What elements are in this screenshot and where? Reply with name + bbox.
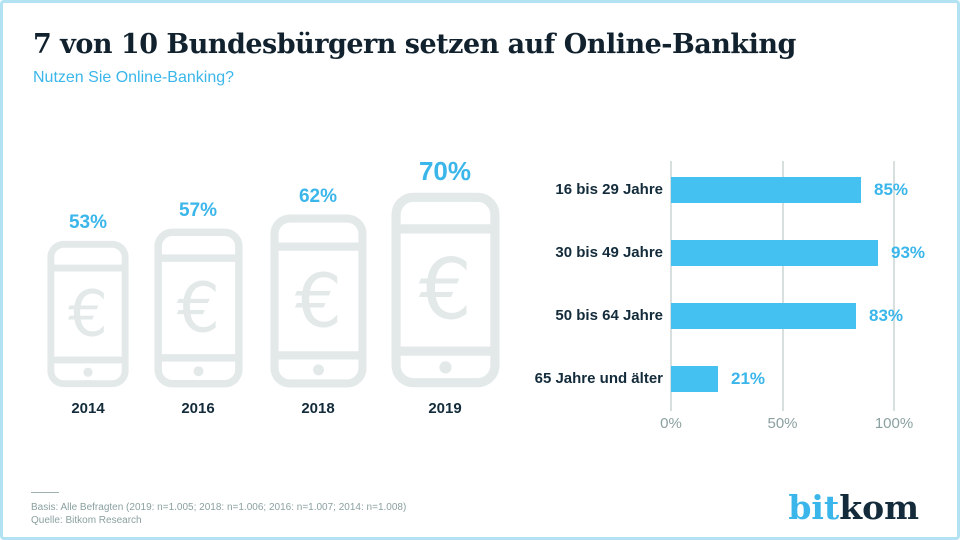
bar-category-label: 30 bis 49 Jahre bbox=[555, 244, 663, 261]
smartphone-euro-icon: € bbox=[269, 214, 367, 388]
phone-value-label: 62% bbox=[298, 186, 338, 207]
smartphone-euro-icon: € bbox=[153, 228, 243, 388]
bar-category-label: 65 Jahre und älter bbox=[534, 370, 663, 387]
smartphone-euro-icon: € bbox=[47, 240, 129, 388]
phone-category-label: 2014 bbox=[71, 400, 105, 417]
bar bbox=[671, 240, 878, 266]
axis-tick-label: 100% bbox=[874, 415, 914, 432]
bar-value-label: 93% bbox=[891, 243, 926, 262]
page-title: 7 von 10 Bundesbürgern setzen auf Online… bbox=[33, 29, 796, 60]
axis-tick-label: 50% bbox=[767, 415, 798, 432]
bar bbox=[671, 366, 718, 392]
phone-category-label: 2018 bbox=[301, 400, 335, 417]
phone-value-label: 70% bbox=[418, 156, 472, 186]
survey-question: Nutzen Sie Online-Banking? bbox=[33, 69, 235, 86]
logo-part-bit: bit bbox=[788, 488, 840, 527]
bar-value-label: 21% bbox=[731, 369, 766, 388]
logo-part-kom: kom bbox=[839, 488, 919, 527]
bar bbox=[671, 303, 856, 329]
bar-value-label: 83% bbox=[869, 306, 904, 325]
source-note: Quelle: Bitkom Research bbox=[31, 515, 142, 526]
gridline bbox=[670, 161, 672, 411]
basis-note: Basis: Alle Befragten (2019: n=1.005; 20… bbox=[31, 502, 407, 513]
bar-category-label: 50 bis 64 Jahre bbox=[555, 307, 663, 324]
footnote-divider bbox=[31, 492, 59, 493]
phone-value-label: 53% bbox=[68, 212, 108, 233]
phone-category-label: 2019 bbox=[428, 400, 462, 417]
phone-value-label: 57% bbox=[178, 200, 218, 221]
svg-text:€: € bbox=[176, 269, 219, 348]
phone-category-label: 2016 bbox=[181, 400, 215, 417]
bar-category-label: 16 bis 29 Jahre bbox=[555, 181, 663, 198]
svg-text:€: € bbox=[68, 277, 108, 350]
svg-text:€: € bbox=[294, 257, 341, 344]
bar-value-label: 85% bbox=[874, 180, 909, 199]
bitkom-logo: bitkom bbox=[788, 491, 919, 524]
gridline bbox=[893, 161, 895, 411]
axis-tick-label: 0% bbox=[660, 415, 682, 432]
smartphone-euro-icon: € bbox=[391, 192, 499, 388]
svg-text:€: € bbox=[418, 241, 471, 339]
gridline bbox=[781, 161, 784, 411]
bar bbox=[671, 177, 861, 203]
